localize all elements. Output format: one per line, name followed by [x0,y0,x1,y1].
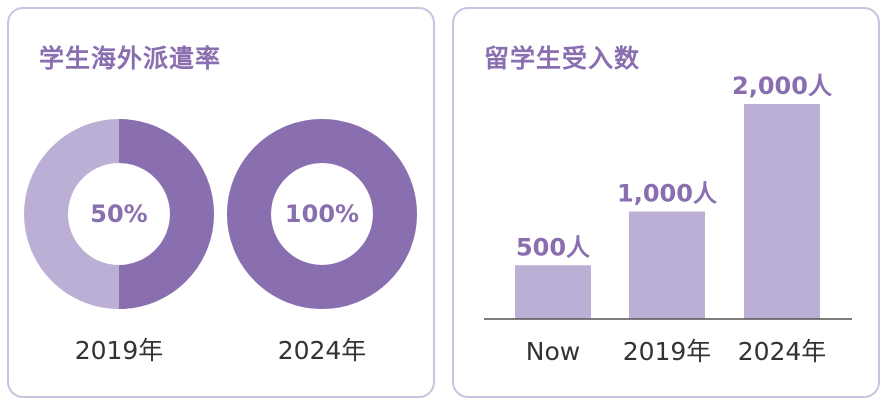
bar-chart: 500人 Now 1,000人 2019年 2,000人 2024年 [484,72,852,366]
bar-value-label-2: 2,000人 [732,72,832,100]
bar-value-label-1: 1,000人 [617,180,717,208]
donut-arc-2019 [118,119,214,309]
bar-1 [629,211,705,319]
donut-year-2024: 2024年 [277,336,367,365]
donut-chart-2024: 100% [227,119,417,309]
exchange-rate-card: 学生海外派遣率 50% 2019年 100% 2024年 [7,7,435,398]
bar-category-label-0: Now [526,337,580,366]
international-students-card: 留学生受入数 500人 Now 1,000人 2019年 2,000人 2024年 [452,7,880,398]
bar-2 [744,104,820,319]
donut-year-2019: 2019年 [74,336,164,365]
donut-value-2019: 50% [90,200,148,228]
bar-value-label-0: 500人 [516,233,590,261]
exchange-rate-title: 学生海外派遣率 [39,44,222,73]
donut-value-2024: 100% [284,200,360,228]
international-students-title: 留学生受入数 [484,44,641,73]
bar-category-label-2: 2024年 [738,337,827,366]
donut-arc-2024 [227,119,417,309]
bar-category-label-1: 2019年 [623,337,712,366]
donut-chart-2019: 50% [24,119,214,309]
bar-0 [515,265,591,319]
